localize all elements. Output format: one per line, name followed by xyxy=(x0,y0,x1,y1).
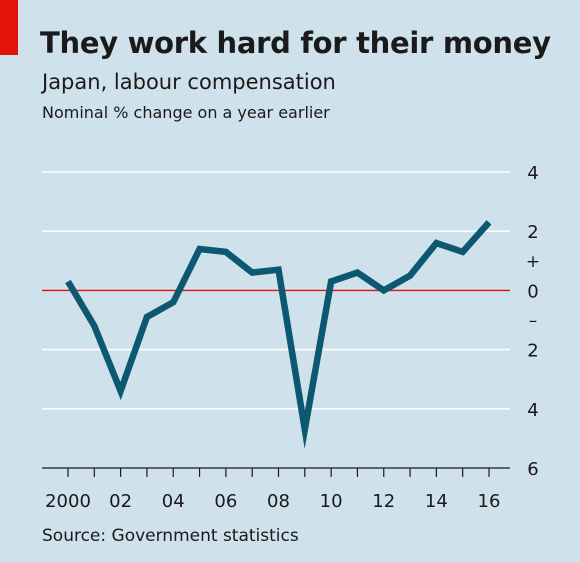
x-tick-label: 14 xyxy=(425,491,448,512)
chart-units-note: Nominal % change on a year earlier xyxy=(42,103,330,122)
x-tick-label: 10 xyxy=(320,491,343,512)
y-tick-label: 0 xyxy=(527,281,538,302)
x-axis xyxy=(67,468,490,477)
x-tick-label: 12 xyxy=(372,491,395,512)
y-positive-sign-label: + xyxy=(526,252,540,272)
chart-title: They work hard for their money xyxy=(40,26,551,60)
x-tick-label: 2000 xyxy=(45,491,91,512)
y-tick-label: 4 xyxy=(527,163,538,184)
x-tick-label: 08 xyxy=(267,491,290,512)
x-tick-label: 06 xyxy=(214,491,237,512)
y-tick-label: 6 xyxy=(527,459,538,480)
y-tick-label: 4 xyxy=(527,400,538,421)
x-tick-label: 04 xyxy=(162,491,185,512)
y-negative-sign-label: – xyxy=(529,311,538,331)
series-layer xyxy=(65,220,492,449)
gridlines xyxy=(42,171,510,469)
brand-tag xyxy=(0,0,18,55)
series-line xyxy=(65,220,492,449)
y-tick-label: 2 xyxy=(527,341,538,362)
x-tick-label: 02 xyxy=(109,491,132,512)
source-note: Source: Government statistics xyxy=(42,526,299,546)
y-tick-label: 2 xyxy=(527,222,538,243)
chart-subtitle: Japan, labour compensation xyxy=(42,70,336,94)
x-tick-label: 16 xyxy=(478,491,501,512)
